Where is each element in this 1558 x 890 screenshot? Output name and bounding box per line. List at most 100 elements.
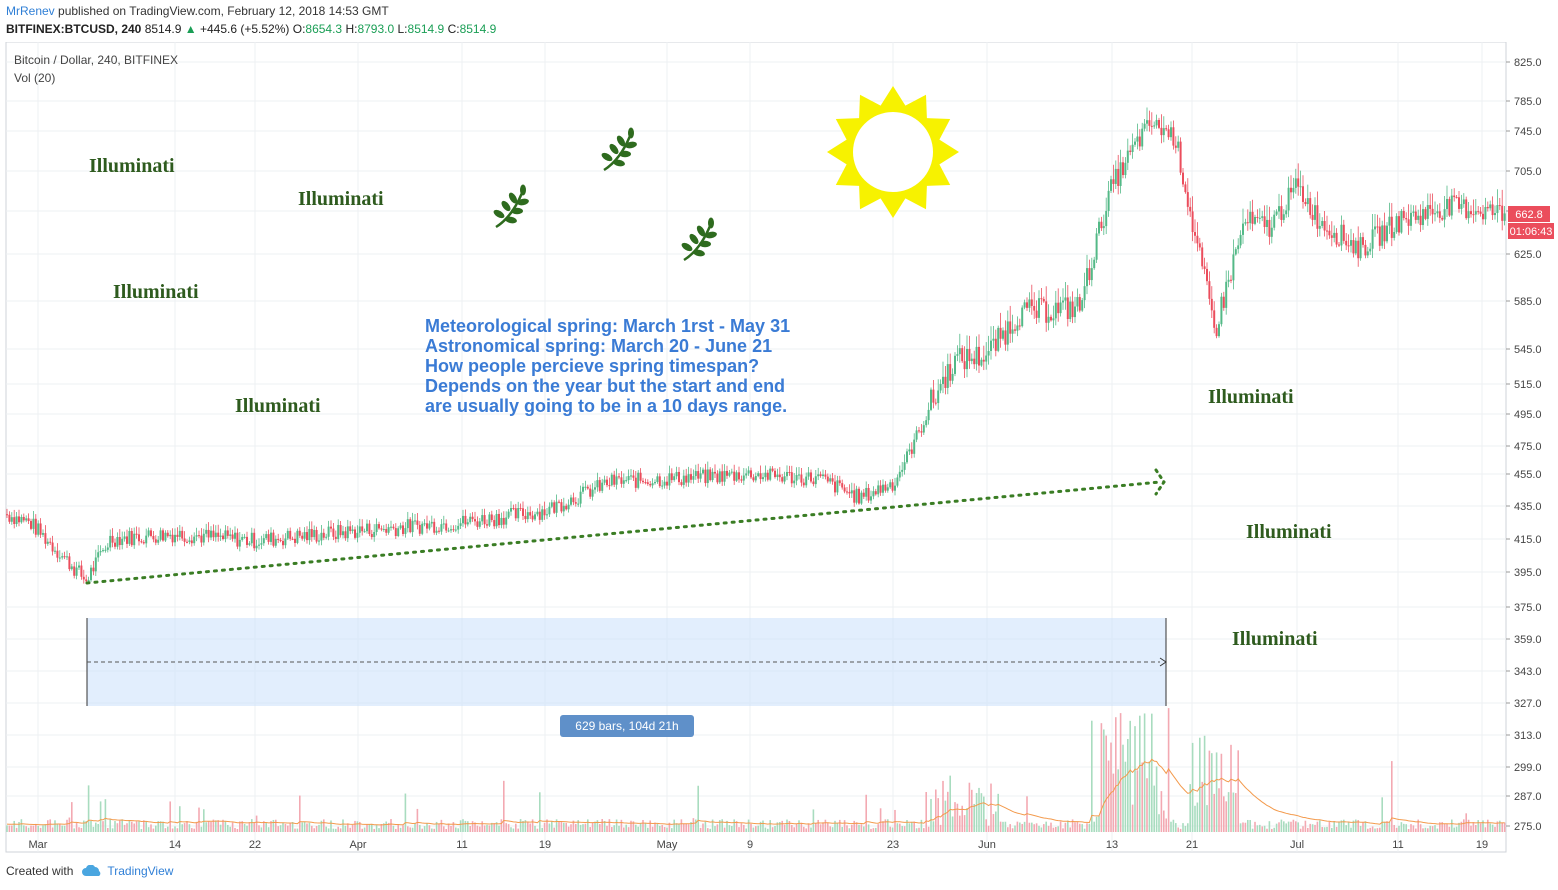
- volume-bar: [1079, 823, 1081, 832]
- volume-bar: [1395, 827, 1398, 832]
- x-tick-label: Apr: [349, 839, 366, 851]
- tradingview-link[interactable]: TradingView: [81, 864, 173, 878]
- candle-body: [656, 476, 659, 483]
- candle-body: [75, 567, 78, 576]
- volume-bar: [575, 823, 577, 832]
- candle-body: [1141, 128, 1144, 147]
- volume-bar: [690, 822, 692, 832]
- volume-bar: [767, 828, 769, 832]
- volume-bar: [1307, 827, 1309, 832]
- candle-body: [464, 515, 467, 525]
- volume-bar: [495, 822, 498, 832]
- volume-bar: [815, 823, 817, 832]
- volume-bar: [555, 819, 558, 832]
- candle-body: [1357, 240, 1360, 259]
- close-value: 8514.9: [459, 22, 497, 36]
- candle-body: [810, 472, 812, 482]
- volume-bar: [565, 822, 567, 832]
- volume-bar: [299, 795, 301, 832]
- candle-body: [1213, 310, 1216, 328]
- volume-bar: [1350, 827, 1352, 832]
- candle-body: [1186, 192, 1189, 207]
- candle-body: [1350, 240, 1352, 246]
- volume-bar: [882, 821, 884, 832]
- candle-body: [1004, 330, 1007, 345]
- volume-bar: [272, 819, 275, 832]
- note-line: Astronomical spring: March 20 - June 21: [425, 336, 772, 356]
- candle-body: [822, 474, 824, 477]
- candle-body: [1429, 205, 1432, 209]
- candle-body: [1210, 298, 1213, 311]
- volume-bar: [373, 828, 375, 832]
- volume-bar: [1211, 753, 1213, 832]
- candle-body: [997, 327, 1000, 351]
- volume-bar: [1172, 819, 1175, 832]
- candle-body: [1218, 324, 1220, 337]
- volume-bar: [807, 823, 810, 832]
- candle-body: [558, 501, 560, 503]
- volume-bar: [1381, 797, 1383, 832]
- candle-body: [982, 359, 985, 362]
- candle-body: [1378, 226, 1381, 246]
- volume-bar: [179, 806, 181, 832]
- volume-bar: [824, 819, 827, 832]
- candle-body: [536, 511, 539, 515]
- candle-body: [1122, 162, 1124, 176]
- candle-body: [1366, 251, 1369, 256]
- candle-body: [1191, 211, 1194, 233]
- author-link[interactable]: MrRenev: [6, 4, 55, 18]
- candle-body: [769, 468, 772, 480]
- volume-bar: [440, 819, 443, 832]
- candle-body: [1124, 162, 1127, 176]
- volume-bar: [323, 819, 325, 832]
- volume-bar: [1266, 828, 1268, 832]
- created-with-label: Created with: [6, 864, 74, 878]
- candle-body: [462, 515, 464, 524]
- volume-bar: [1011, 828, 1014, 832]
- candle-body: [848, 491, 851, 494]
- candle-body: [651, 483, 654, 486]
- candle-body: [157, 539, 160, 543]
- volume-bar: [827, 822, 829, 832]
- volume-bar: [455, 827, 457, 832]
- volume-bar: [971, 789, 973, 832]
- volume-bar: [1088, 823, 1091, 832]
- volume-bar: [471, 821, 474, 832]
- volume-bar: [1122, 744, 1124, 832]
- price-chart[interactable]: Bitcoin / Dollar, 240, BITFINEX Vol (20)…: [0, 42, 1558, 862]
- price-axis[interactable]: 825.0785.0745.0705.0665.0625.0585.0545.0…: [1506, 57, 1542, 833]
- volume-bar: [961, 805, 963, 832]
- candle-body: [723, 470, 726, 482]
- y-tick-label: 343.0: [1514, 666, 1542, 678]
- candle-body: [1323, 221, 1326, 231]
- time-axis[interactable]: Mar 14 22 Apr 11 19 May 9 23 Jun 13 21 Jul 11 19: [29, 839, 1489, 851]
- candle-body: [1047, 316, 1050, 323]
- volume-bar: [795, 823, 798, 832]
- candle-body: [764, 472, 767, 478]
- volume-bar: [87, 785, 90, 832]
- volume-bar: [651, 826, 654, 832]
- volume-bar: [1391, 761, 1393, 832]
- volume-bar: [1194, 805, 1196, 832]
- volume-bar: [1059, 821, 1062, 832]
- y-tick-label: 785.0: [1514, 96, 1542, 108]
- volume-bar: [1244, 822, 1247, 832]
- candle-body: [774, 470, 776, 478]
- candle-body: [601, 482, 604, 491]
- low-label: L:: [397, 22, 408, 36]
- trend-line[interactable]: [85, 480, 1162, 585]
- candle-body: [910, 449, 913, 454]
- candle-body: [685, 475, 688, 483]
- candle-body: [925, 420, 928, 426]
- volume-bar: [1479, 823, 1482, 832]
- volume-bar: [1213, 793, 1215, 832]
- candle-body: [111, 535, 114, 543]
- volume-bar: [15, 827, 18, 832]
- candle-body: [85, 579, 88, 582]
- candle-body: [843, 487, 846, 492]
- volume-bar: [215, 820, 217, 832]
- sun-core: [853, 112, 933, 192]
- volume-bar: [1398, 825, 1400, 832]
- volume-bar: [452, 822, 455, 832]
- candle-body: [270, 532, 272, 542]
